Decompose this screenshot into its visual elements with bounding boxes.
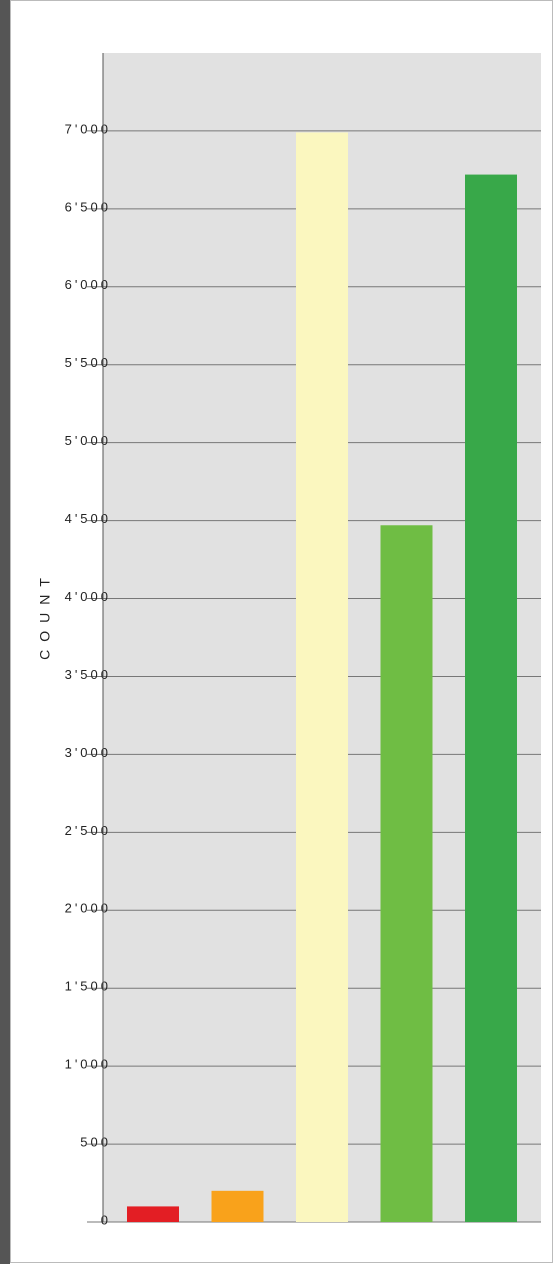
bar (465, 174, 517, 1222)
y-tick-label: 4'500 (65, 511, 111, 526)
y-tick-label: 0 (101, 1212, 111, 1227)
y-tick-label: 2'500 (65, 823, 111, 838)
bar (296, 132, 348, 1223)
y-axis-label: COUNT (37, 570, 53, 660)
left-border (0, 0, 10, 1264)
y-tick-label: 7'000 (65, 121, 111, 136)
bar (211, 1190, 264, 1222)
y-tick-label: 1'000 (65, 1057, 111, 1072)
y-tick-label: 1'500 (65, 979, 111, 994)
y-tick-label: 6'000 (65, 277, 111, 292)
bar (127, 1206, 179, 1222)
y-tick-label: 4'000 (65, 589, 111, 604)
y-tick-label: 5'500 (65, 355, 111, 370)
y-tick-label: 3'000 (65, 745, 111, 760)
y-tick-label: 5'000 (65, 433, 111, 448)
y-tick-label: 3'500 (65, 667, 111, 682)
bar (380, 525, 433, 1222)
y-tick-label: 500 (80, 1135, 111, 1150)
y-tick-label: 6'500 (65, 199, 111, 214)
y-tick-label: 2'000 (65, 901, 111, 916)
